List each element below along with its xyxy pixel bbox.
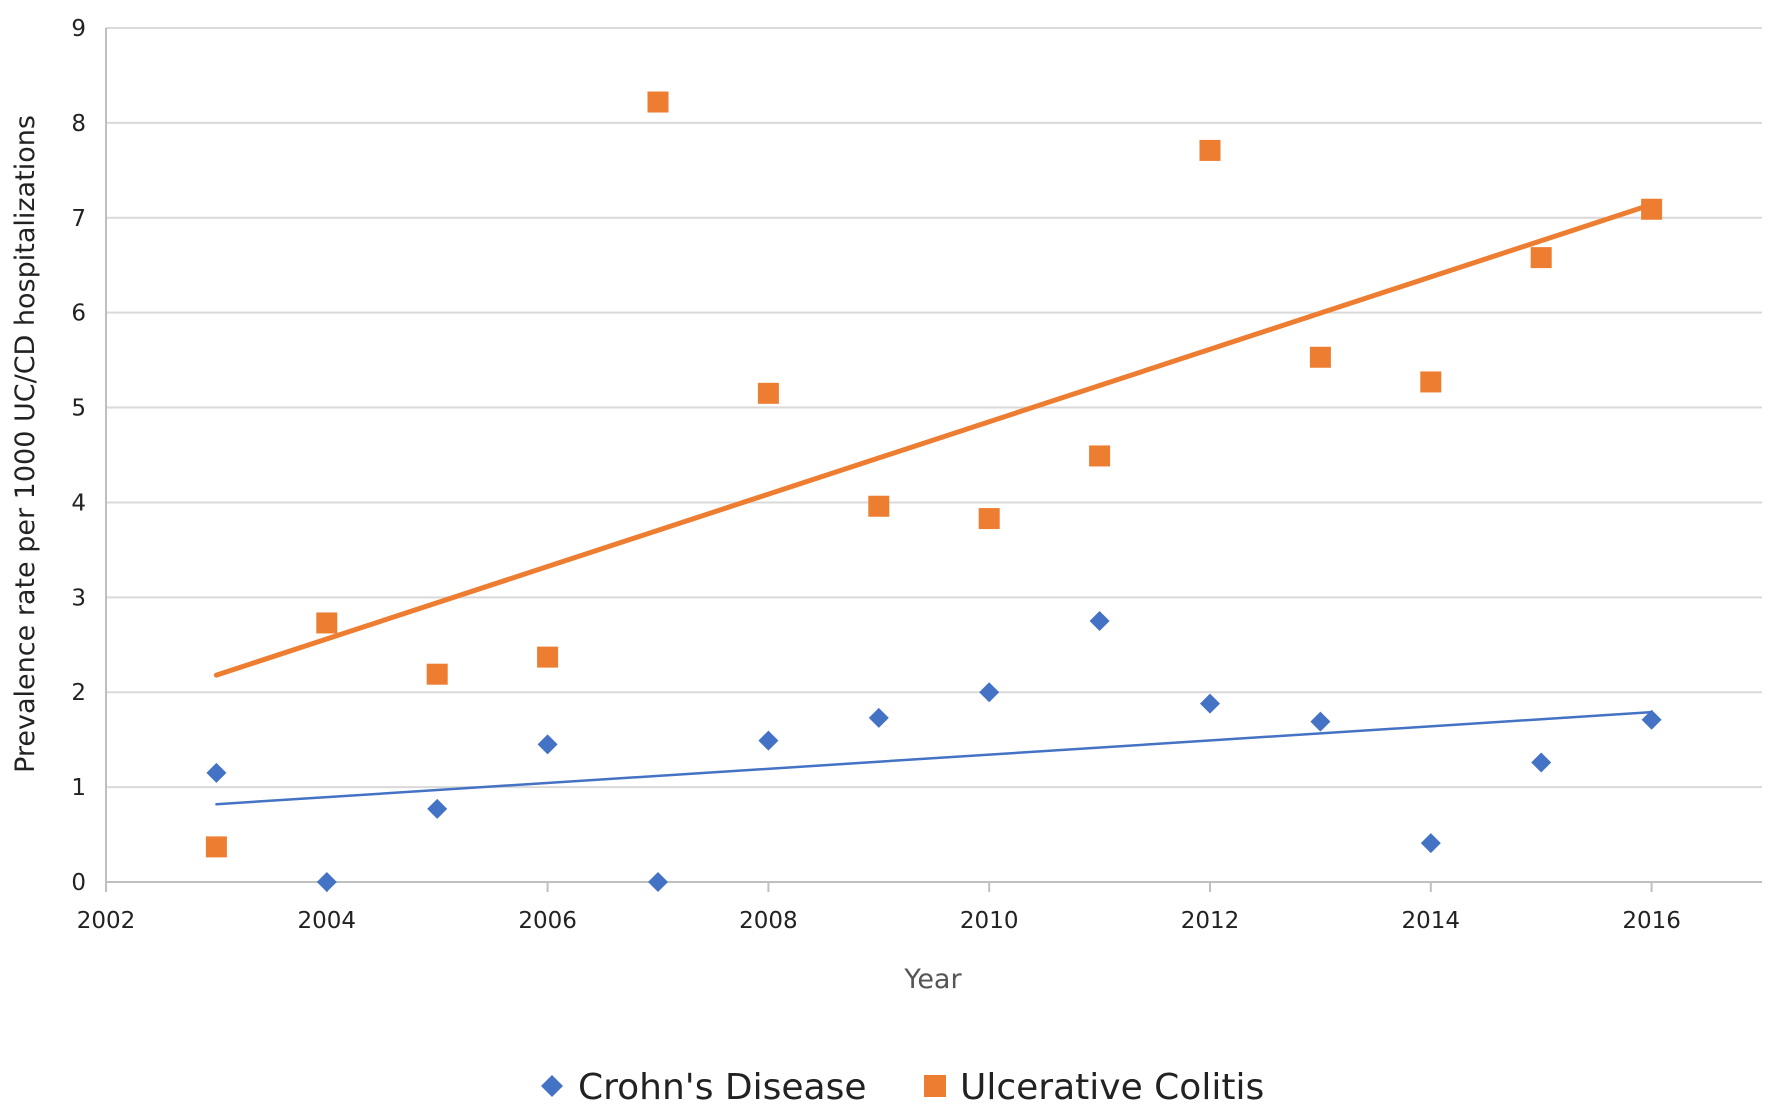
crohns-point bbox=[979, 682, 1000, 703]
crohns-point bbox=[1531, 752, 1552, 773]
uc-point bbox=[1530, 247, 1552, 269]
uc-point bbox=[205, 836, 227, 858]
crohns-point bbox=[648, 872, 668, 892]
trendlines bbox=[213, 201, 1655, 806]
x-tick-label: 2008 bbox=[739, 908, 798, 934]
x-tick-label: 2012 bbox=[1181, 908, 1240, 934]
gridlines bbox=[106, 27, 1762, 789]
crohns-point bbox=[206, 762, 227, 783]
uc-point bbox=[868, 495, 890, 517]
uc-point bbox=[316, 612, 338, 634]
crohns-point bbox=[427, 798, 448, 819]
x-tick-label: 2004 bbox=[298, 908, 357, 934]
legend: Crohn's Disease Ulcerative Colitis bbox=[541, 1067, 1264, 1108]
y-axis-title: Prevalence rate per 1000 UC/CD hospitali… bbox=[10, 115, 41, 773]
uc-trendline bbox=[213, 201, 1655, 678]
data-markers bbox=[205, 91, 1663, 892]
x-axis-title: Year bbox=[903, 964, 962, 995]
crohns-point bbox=[316, 872, 337, 892]
crohns-point bbox=[1200, 693, 1220, 714]
crohns-point bbox=[758, 730, 779, 751]
crohns-point bbox=[1641, 709, 1662, 730]
axes bbox=[105, 28, 1762, 892]
uc-point bbox=[757, 382, 779, 404]
crohns-point bbox=[868, 707, 889, 728]
y-tick-label: 5 bbox=[71, 396, 86, 422]
x-tick-label: 2016 bbox=[1622, 908, 1681, 934]
y-tick-label: 4 bbox=[71, 490, 86, 516]
crohns-point bbox=[1089, 611, 1110, 632]
y-tick-label: 3 bbox=[71, 585, 86, 611]
x-tick-label: 2002 bbox=[77, 908, 136, 934]
uc-point bbox=[978, 508, 1000, 530]
uc-point bbox=[426, 663, 448, 685]
y-tick-label: 1 bbox=[71, 775, 86, 801]
x-tick-label: 2010 bbox=[960, 908, 1019, 934]
legend-uc-label: Ulcerative Colitis bbox=[960, 1067, 1264, 1108]
y-tick-label: 8 bbox=[71, 111, 86, 137]
tick-labels: 0 1 2 3 4 5 6 7 8 9 2002 2004 2006 2008 2010 2012 2014 20… bbox=[71, 16, 1681, 934]
y-tick-label: 7 bbox=[71, 206, 86, 232]
uc-point bbox=[1089, 445, 1111, 467]
crohns-point bbox=[537, 734, 558, 755]
legend-crohns-marker bbox=[541, 1075, 563, 1097]
uc-point bbox=[1309, 346, 1331, 368]
x-tick-label: 2006 bbox=[518, 908, 577, 934]
crohns-point bbox=[1420, 833, 1441, 854]
uc-point bbox=[1199, 139, 1221, 161]
crohns-trendline bbox=[215, 710, 1653, 806]
uc-point bbox=[1641, 198, 1663, 220]
uc-point bbox=[647, 91, 669, 113]
crohns-point bbox=[1310, 711, 1331, 732]
y-tick-label: 9 bbox=[71, 16, 86, 42]
x-tick-label: 2014 bbox=[1402, 908, 1461, 934]
y-tick-label: 2 bbox=[71, 680, 86, 706]
legend-crohns-label: Crohn's Disease bbox=[578, 1067, 867, 1108]
uc-point bbox=[537, 646, 559, 668]
y-tick-label: 0 bbox=[71, 870, 86, 896]
legend-uc-marker bbox=[924, 1075, 946, 1097]
y-tick-label: 6 bbox=[71, 301, 86, 327]
uc-point bbox=[1420, 371, 1442, 393]
